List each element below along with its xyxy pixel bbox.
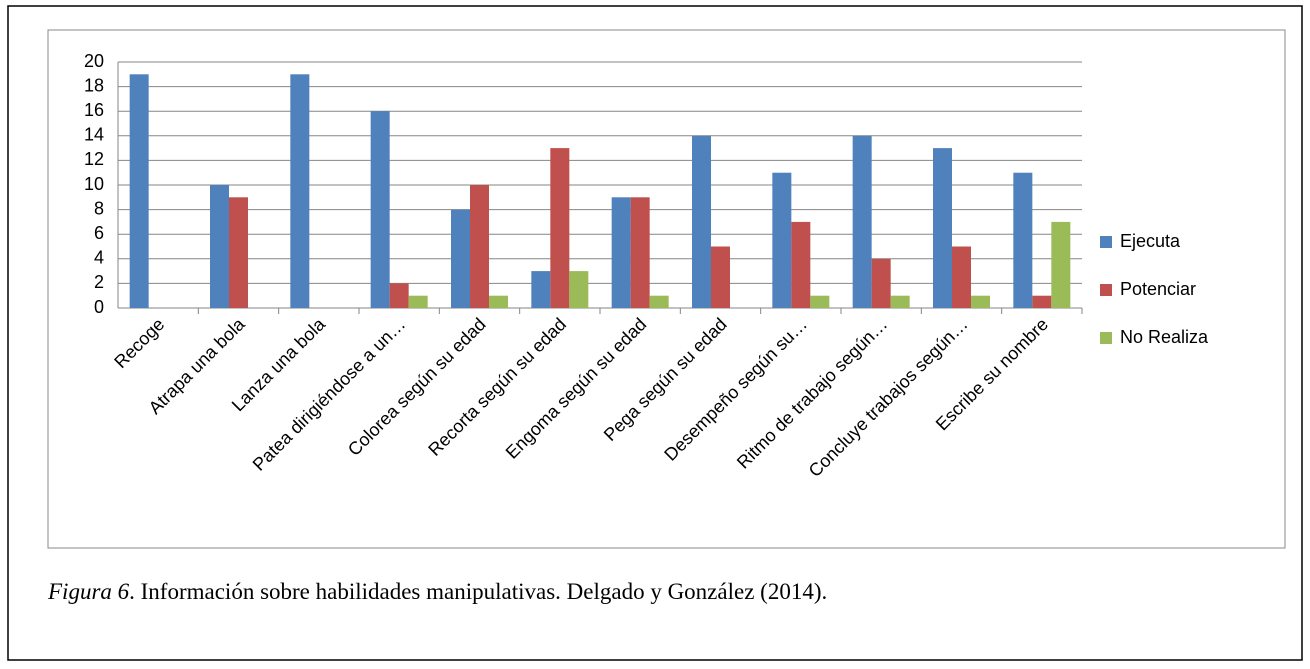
y-tick-label: 8 [94, 198, 104, 218]
y-tick-label: 0 [94, 297, 104, 317]
y-tick-label: 14 [84, 125, 104, 145]
bar [611, 197, 631, 308]
bar [370, 111, 390, 308]
bar [408, 295, 428, 308]
bar [470, 185, 489, 308]
y-tick-label: 6 [94, 223, 104, 243]
y-tick-label: 16 [84, 100, 104, 120]
bar [129, 74, 149, 308]
bar [649, 295, 669, 308]
outer-frame [7, 5, 1303, 661]
legend-label: Ejecuta [1120, 231, 1181, 251]
y-tick-label: 12 [84, 149, 104, 169]
bar [489, 295, 508, 308]
x-tick-label: Desempeño según su… [660, 314, 811, 465]
bar [692, 135, 711, 308]
x-tick-label: Colorea según su edad [344, 314, 490, 460]
bar [871, 258, 891, 308]
legend-swatch [1100, 236, 1112, 248]
bar [550, 148, 570, 308]
bar [389, 283, 409, 308]
bar [852, 135, 872, 308]
x-tick-label: Engoma según su edad [502, 314, 651, 463]
bar [451, 209, 470, 308]
caption: Figura 6. Información sobre habilidades … [47, 579, 827, 604]
y-tick-label: 10 [84, 174, 104, 194]
bar [531, 271, 551, 308]
x-tick-label: Concluye trabajos según… [805, 314, 972, 481]
caption-label: Figura 6 [47, 579, 130, 604]
bar [952, 246, 971, 308]
x-tick-label: Ritmo de trabajo según… [733, 314, 891, 472]
bar [290, 74, 310, 308]
bar [971, 295, 990, 308]
x-tick-label: Recorta según su edad [424, 314, 570, 460]
legend-label: No Realiza [1120, 327, 1209, 347]
legend-label: Potenciar [1120, 279, 1196, 299]
legend-swatch [1100, 332, 1112, 344]
chart-frame [47, 29, 1286, 549]
bar [791, 221, 811, 308]
bar [630, 197, 650, 308]
bar [569, 271, 589, 308]
bar [711, 246, 730, 308]
caption-text: . Información sobre habilidades manipula… [129, 579, 827, 604]
y-tick-label: 18 [84, 75, 104, 95]
legend-swatch [1100, 284, 1112, 296]
bar [810, 295, 830, 308]
bar [229, 197, 248, 308]
y-tick-label: 2 [94, 272, 104, 292]
bar [1051, 221, 1071, 308]
x-tick-label: Recoge [110, 314, 168, 372]
y-tick-label: 20 [84, 51, 104, 71]
bar [933, 148, 952, 308]
bar [890, 295, 910, 308]
bar [1032, 295, 1052, 308]
y-tick-label: 4 [94, 248, 104, 268]
bar [772, 172, 792, 308]
bar [210, 185, 229, 308]
x-tick-label: Patea dirigiéndose a un… [249, 314, 410, 475]
bar [1013, 172, 1033, 308]
